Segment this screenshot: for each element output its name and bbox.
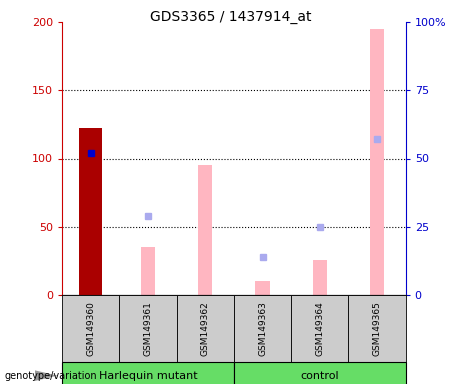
Polygon shape bbox=[35, 370, 58, 381]
Bar bbox=[234, 295, 291, 362]
Bar bbox=[198, 166, 213, 295]
Bar bbox=[255, 281, 270, 295]
Text: GSM149360: GSM149360 bbox=[86, 301, 95, 356]
Text: GSM149361: GSM149361 bbox=[143, 301, 153, 356]
Text: GSM149363: GSM149363 bbox=[258, 301, 267, 356]
Text: GDS3365 / 1437914_at: GDS3365 / 1437914_at bbox=[150, 10, 311, 23]
Text: GSM149365: GSM149365 bbox=[372, 301, 382, 356]
Bar bbox=[234, 362, 406, 384]
Bar bbox=[177, 295, 234, 362]
Text: GSM149362: GSM149362 bbox=[201, 301, 210, 356]
Bar bbox=[119, 295, 177, 362]
Text: genotype/variation: genotype/variation bbox=[5, 371, 97, 381]
Bar bbox=[62, 362, 234, 384]
Bar bbox=[291, 295, 349, 362]
Bar bbox=[349, 295, 406, 362]
Bar bbox=[370, 29, 384, 295]
Bar bbox=[141, 247, 155, 295]
Bar bbox=[62, 295, 119, 362]
Bar bbox=[313, 260, 327, 295]
Text: control: control bbox=[301, 371, 339, 381]
Bar bbox=[79, 129, 102, 295]
Text: Harlequin mutant: Harlequin mutant bbox=[99, 371, 197, 381]
Text: GSM149364: GSM149364 bbox=[315, 301, 325, 356]
